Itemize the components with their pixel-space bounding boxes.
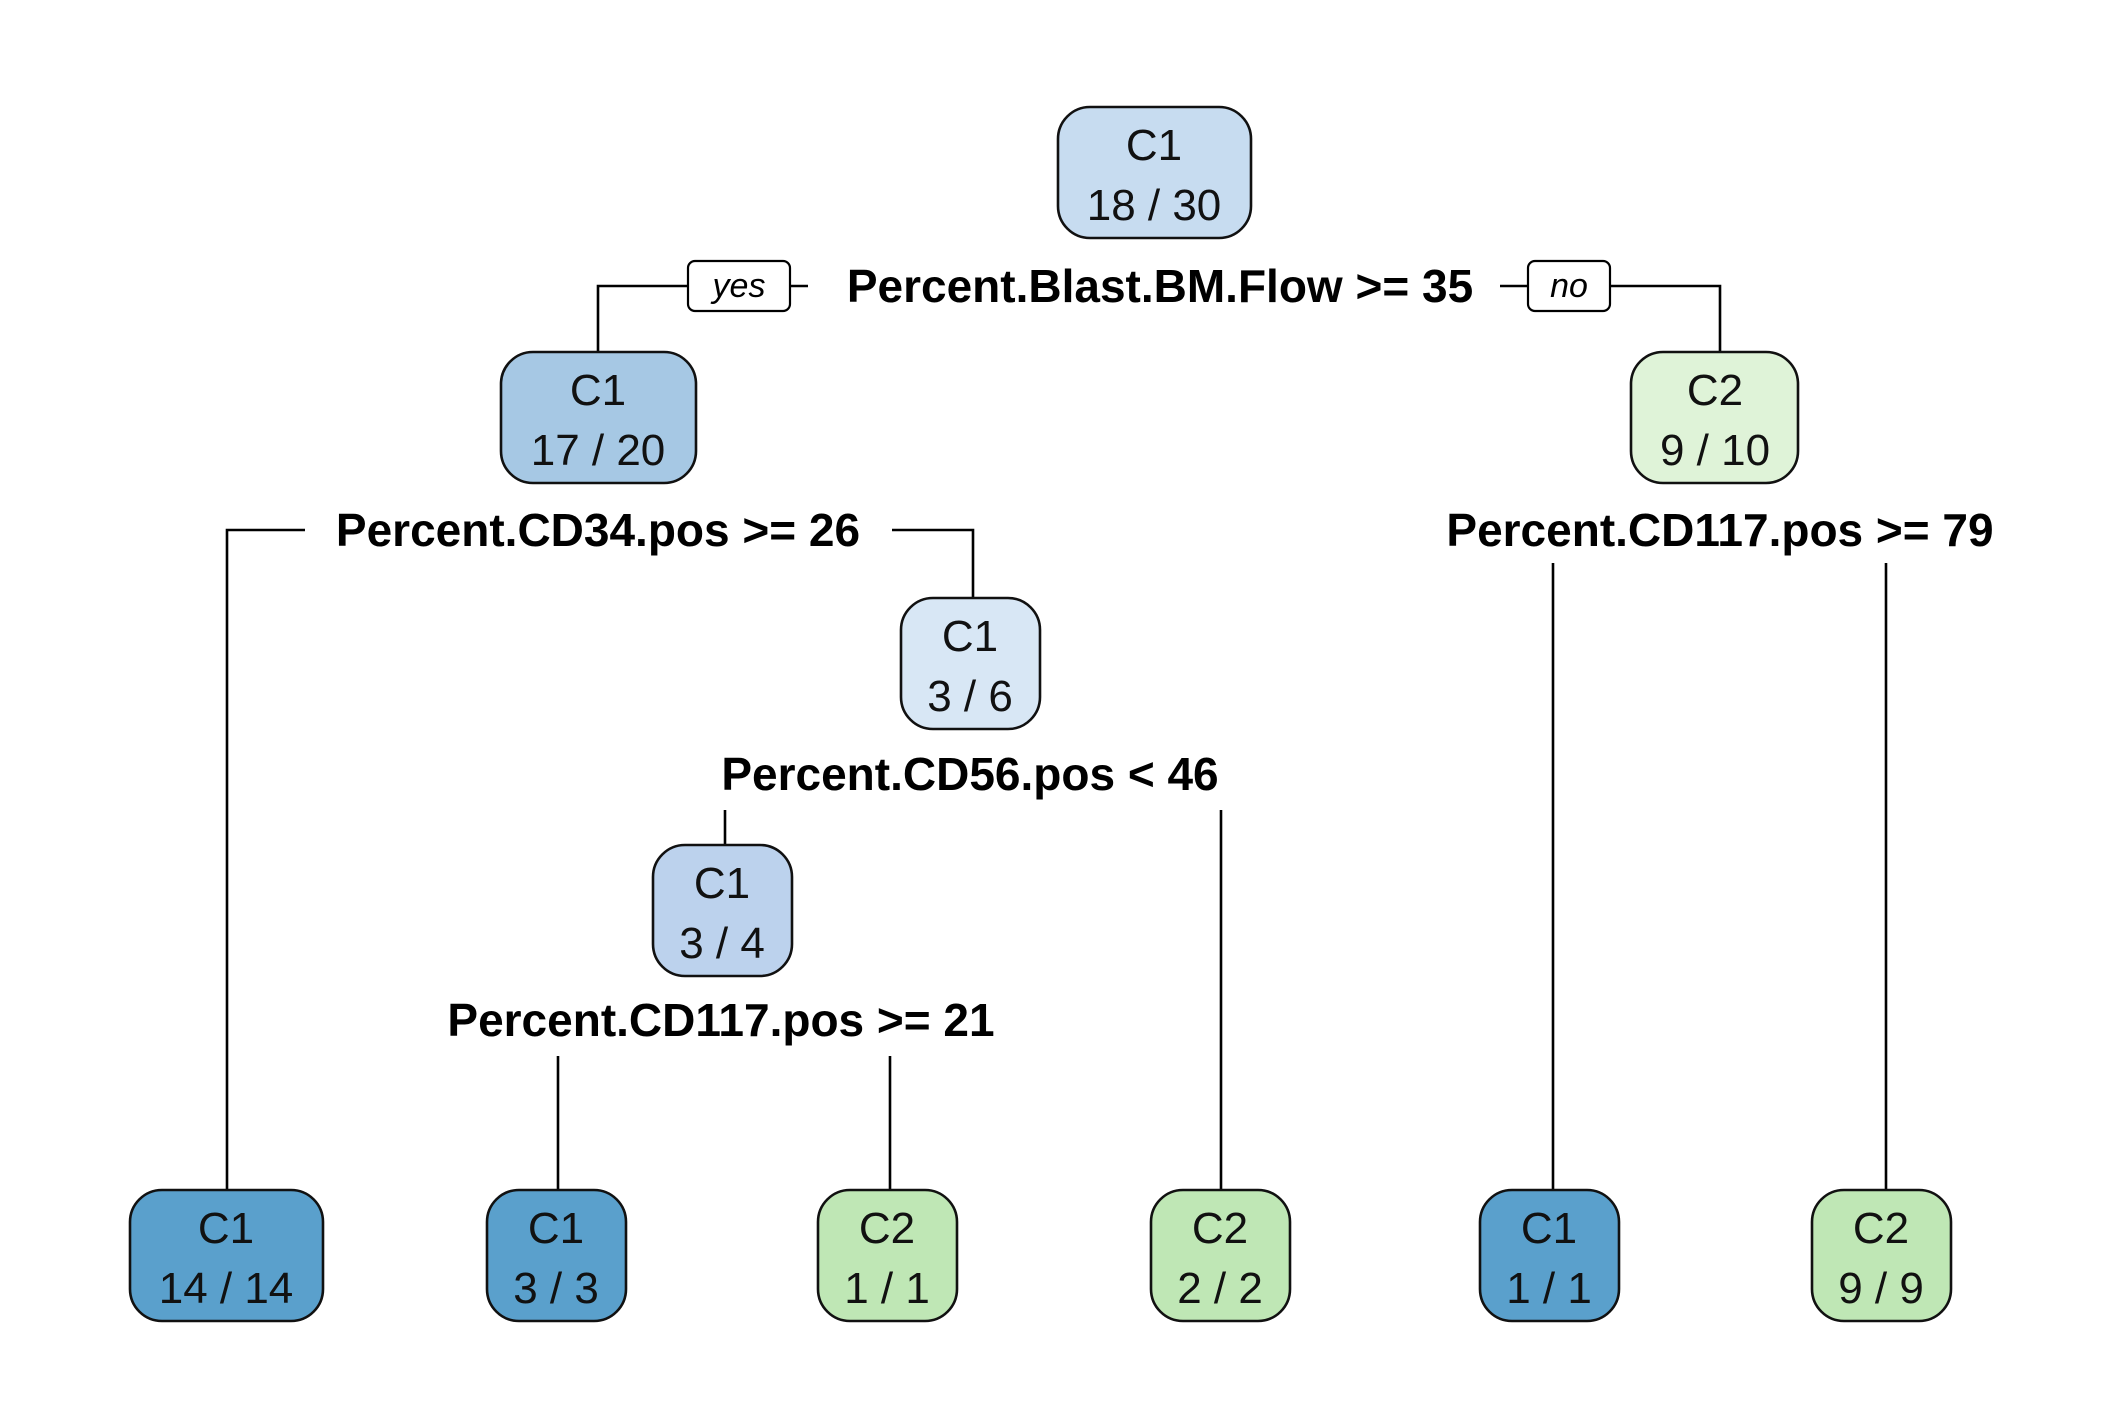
no-tag: no (1500, 259, 1612, 313)
svg-text:C1: C1 (198, 1204, 254, 1253)
node-box (1478, 1188, 1621, 1323)
leaf-5: C1 1 / 1 (1478, 1188, 1621, 1323)
node-root: C1 18 / 30 (1056, 105, 1253, 240)
svg-text:C1: C1 (1521, 1204, 1577, 1253)
node-box (651, 843, 794, 978)
svg-text:1 / 1: 1 / 1 (1506, 1264, 1592, 1313)
node-box (1810, 1188, 1953, 1323)
split-label-left: Percent.CD34.pos >= 26 (336, 504, 860, 556)
split-label-root: Percent.Blast.BM.Flow >= 35 (847, 260, 1473, 312)
node-box (816, 1188, 959, 1323)
svg-text:2 / 2: 2 / 2 (1177, 1264, 1263, 1313)
edge-left-leaf1 (225, 528, 305, 1190)
leaf-2: C1 3 / 3 (485, 1188, 628, 1323)
yes-tag: yes (686, 259, 808, 313)
split-label-midleft: Percent.CD117.pos >= 21 (447, 994, 994, 1046)
node-box (1149, 1188, 1292, 1323)
node-box (899, 596, 1042, 731)
no-label: no (1550, 267, 1588, 305)
svg-text:9 / 10: 9 / 10 (1660, 426, 1770, 475)
edge-root-left (596, 284, 688, 352)
node-left: C1 17 / 20 (499, 350, 698, 485)
svg-text:C1: C1 (528, 1204, 584, 1253)
svg-text:C2: C2 (1192, 1204, 1248, 1253)
svg-text:14 / 14: 14 / 14 (159, 1264, 294, 1313)
svg-text:C1: C1 (694, 859, 750, 908)
leaf-6: C2 9 / 9 (1810, 1188, 1953, 1323)
node-box (128, 1188, 325, 1323)
node-box (1629, 350, 1800, 485)
node-mid: C1 3 / 6 (899, 596, 1042, 731)
node-box (499, 350, 698, 485)
svg-text:1 / 1: 1 / 1 (844, 1264, 930, 1313)
leaf-1: C1 14 / 14 (128, 1188, 325, 1323)
svg-text:C1: C1 (1126, 121, 1182, 170)
svg-text:3 / 6: 3 / 6 (927, 672, 1013, 721)
svg-text:C2: C2 (859, 1204, 915, 1253)
tree-edges (225, 284, 1888, 1190)
leaf-4: C2 2 / 2 (1149, 1188, 1292, 1323)
edge-root-right (1610, 284, 1722, 352)
svg-text:17 / 20: 17 / 20 (531, 426, 666, 475)
leaf-3: C2 1 / 1 (816, 1188, 959, 1323)
split-label-right: Percent.CD117.pos >= 79 (1446, 504, 1993, 556)
split-label-mid: Percent.CD56.pos < 46 (721, 748, 1218, 800)
svg-text:3 / 4: 3 / 4 (679, 919, 765, 968)
node-right: C2 9 / 10 (1629, 350, 1800, 485)
node-box (1056, 105, 1253, 240)
node-box (485, 1188, 628, 1323)
svg-text:9 / 9: 9 / 9 (1838, 1264, 1924, 1313)
svg-text:C2: C2 (1687, 366, 1743, 415)
svg-text:3 / 3: 3 / 3 (513, 1264, 599, 1313)
node-midleft: C1 3 / 4 (651, 843, 794, 978)
svg-text:C1: C1 (570, 366, 626, 415)
svg-text:C2: C2 (1853, 1204, 1909, 1253)
edge-left-mid (892, 528, 975, 598)
svg-text:C1: C1 (942, 612, 998, 661)
svg-text:18 / 30: 18 / 30 (1087, 181, 1222, 230)
yes-label: yes (711, 267, 766, 305)
